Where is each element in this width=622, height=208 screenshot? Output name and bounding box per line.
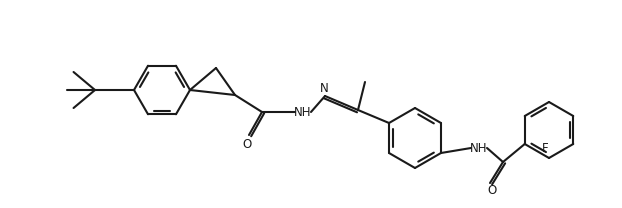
Text: O: O <box>488 184 496 198</box>
Text: NH: NH <box>294 105 312 119</box>
Text: NH: NH <box>470 141 488 155</box>
Text: O: O <box>243 137 252 151</box>
Text: N: N <box>320 83 328 95</box>
Text: F: F <box>542 142 549 156</box>
